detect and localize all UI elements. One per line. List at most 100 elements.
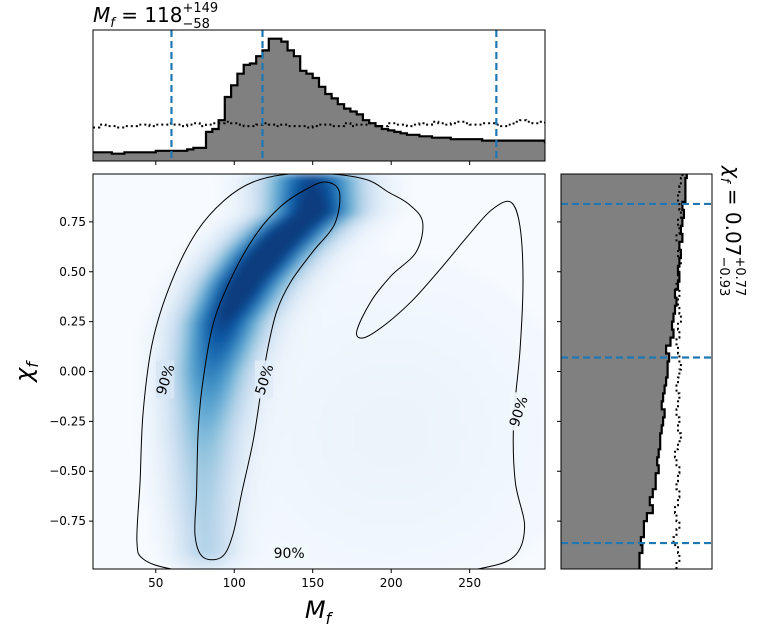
density-cell [469, 461, 477, 468]
density-cell [206, 239, 213, 247]
density-cell [381, 323, 389, 331]
density-cell [469, 419, 477, 426]
density-cell [174, 449, 182, 456]
density-cell [180, 437, 188, 444]
density-cell [475, 377, 483, 385]
density-cell [212, 341, 220, 349]
density-cell [325, 227, 333, 235]
density-cell [494, 491, 502, 498]
density-cell [369, 395, 377, 403]
density-cell [149, 449, 157, 456]
density-cell [450, 509, 458, 516]
density-cell [168, 287, 176, 295]
density-cell [287, 467, 295, 474]
density-cell [438, 341, 446, 349]
density-cell [275, 269, 282, 277]
top-x-ticks [155, 161, 471, 165]
density-cell [419, 551, 427, 558]
density-cell [319, 563, 326, 569]
density-cell [475, 467, 483, 474]
density-cell [394, 311, 402, 319]
density-cell [526, 341, 534, 349]
density-cell [444, 377, 452, 385]
density-cell [275, 317, 282, 325]
density-cell [513, 365, 521, 373]
density-cell [388, 401, 395, 409]
density-cell [174, 299, 182, 307]
density-cell [293, 521, 301, 528]
density-cell [331, 251, 339, 259]
density-cell [501, 359, 508, 367]
density-cell [249, 275, 257, 283]
density-cell [400, 473, 408, 480]
density-cell [526, 545, 534, 552]
density-cell [457, 347, 464, 355]
density-cell [388, 473, 395, 480]
density-cell [538, 419, 545, 426]
density-cell [262, 299, 270, 307]
density-cell [325, 215, 333, 223]
density-cell [306, 275, 314, 283]
density-cell [457, 263, 464, 271]
top-title-lhs: M [93, 3, 110, 27]
density-cell [519, 473, 527, 480]
density-cell [526, 323, 534, 331]
density-cell [149, 515, 157, 522]
density-cell [362, 353, 370, 361]
density-cell [281, 407, 289, 414]
density-cell [494, 299, 502, 307]
density-cell [325, 311, 333, 319]
density-cell [256, 233, 264, 241]
density-cell [212, 365, 220, 373]
density-cell [469, 275, 477, 283]
density-cell [413, 557, 421, 564]
density-cell [256, 521, 264, 528]
density-cell [325, 515, 333, 522]
density-cell [375, 515, 383, 522]
density-cell [206, 323, 213, 331]
density-cell [155, 419, 163, 426]
density-cell [356, 179, 364, 187]
density-cell [388, 551, 395, 558]
density-cell [287, 389, 295, 397]
density-cell [362, 299, 370, 307]
density-cell [494, 365, 502, 373]
density-cell [413, 323, 421, 331]
density-cell [488, 395, 496, 403]
x-tick-label: 150 [301, 576, 324, 590]
density-cell [262, 407, 270, 414]
density-cell [350, 515, 358, 522]
density-cell [312, 557, 320, 564]
density-cell [519, 341, 527, 349]
density-cell [406, 491, 414, 498]
density-cell [237, 257, 245, 265]
density-cell [306, 431, 314, 438]
density-cell [475, 461, 483, 468]
density-cell [337, 419, 345, 426]
density-cell [319, 305, 326, 313]
density-cell [249, 377, 257, 385]
density-cell [193, 239, 201, 247]
density-cell [419, 359, 427, 367]
density-cell [249, 389, 257, 397]
density-cell [331, 179, 339, 187]
density-cell [432, 545, 439, 552]
density-cell [319, 539, 326, 546]
density-cell [469, 521, 477, 528]
density-cell [162, 287, 169, 295]
density-cell [356, 185, 364, 193]
density-cell [206, 401, 213, 409]
density-cell [494, 371, 502, 379]
density-cell [231, 395, 238, 403]
density-cell [375, 461, 383, 468]
density-cell [406, 311, 414, 319]
density-cell [174, 335, 182, 343]
density-cell [243, 461, 251, 468]
density-cell [319, 203, 326, 211]
density-cell [388, 497, 395, 504]
density-cell [438, 401, 446, 409]
density-cell [475, 473, 483, 480]
density-cell [268, 515, 276, 522]
density-cell [494, 521, 502, 528]
density-cell [319, 179, 326, 187]
